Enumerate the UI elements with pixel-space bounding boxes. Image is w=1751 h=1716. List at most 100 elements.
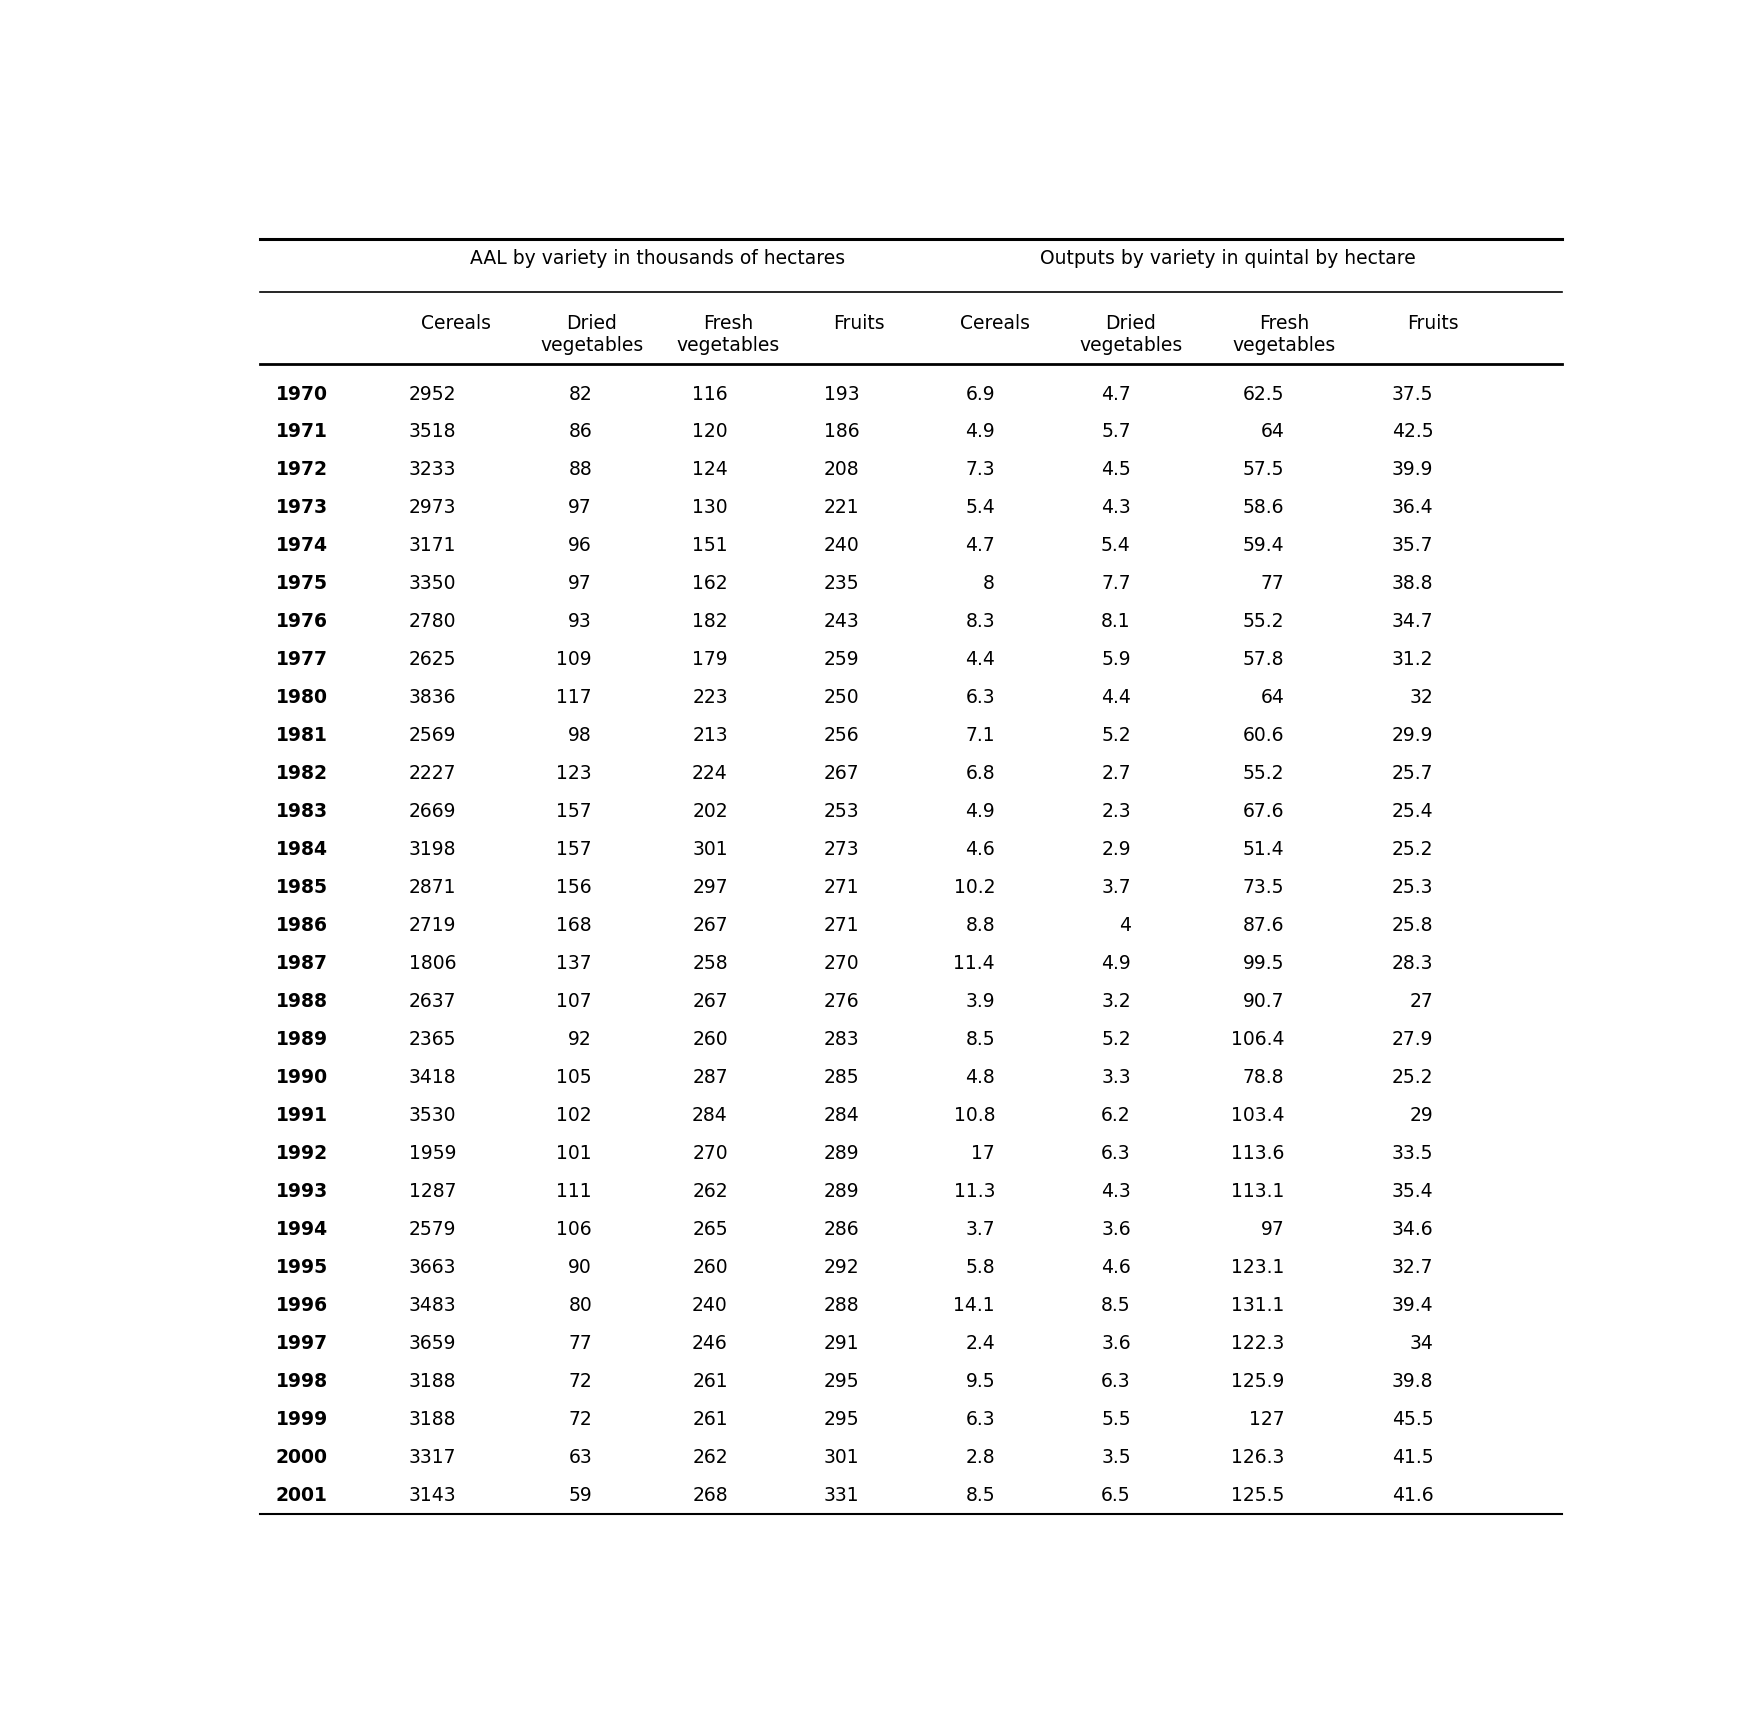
Text: 3.6: 3.6 — [1101, 1333, 1131, 1352]
Text: 109: 109 — [557, 650, 592, 669]
Text: 1999: 1999 — [277, 1409, 327, 1429]
Text: 3.6: 3.6 — [1101, 1220, 1131, 1239]
Text: 1987: 1987 — [277, 954, 327, 973]
Text: 1959: 1959 — [408, 1145, 457, 1163]
Text: 10.2: 10.2 — [954, 879, 995, 897]
Text: 297: 297 — [692, 879, 728, 897]
Text: 62.5: 62.5 — [1243, 384, 1283, 403]
Text: 64: 64 — [1261, 688, 1283, 707]
Text: 3.2: 3.2 — [1101, 992, 1131, 1011]
Text: 5.7: 5.7 — [1101, 422, 1131, 441]
Text: 3.7: 3.7 — [965, 1220, 995, 1239]
Text: 77: 77 — [1261, 575, 1283, 594]
Text: 55.2: 55.2 — [1243, 613, 1283, 631]
Text: 9.5: 9.5 — [965, 1371, 995, 1390]
Text: 55.2: 55.2 — [1243, 764, 1283, 782]
Text: 124: 124 — [692, 460, 728, 479]
Text: 87.6: 87.6 — [1243, 916, 1283, 935]
Text: 271: 271 — [823, 916, 860, 935]
Text: 1974: 1974 — [277, 537, 327, 556]
Text: 125.5: 125.5 — [1231, 1486, 1283, 1505]
Text: 289: 289 — [823, 1182, 860, 1201]
Text: 88: 88 — [569, 460, 592, 479]
Text: 262: 262 — [692, 1448, 728, 1467]
Text: 258: 258 — [692, 954, 728, 973]
Text: 2719: 2719 — [408, 916, 457, 935]
Text: 1973: 1973 — [277, 498, 327, 518]
Text: 202: 202 — [692, 801, 728, 822]
Text: 3836: 3836 — [408, 688, 457, 707]
Text: 3.3: 3.3 — [1101, 1067, 1131, 1086]
Text: 41.6: 41.6 — [1392, 1486, 1434, 1505]
Text: 3659: 3659 — [408, 1333, 457, 1352]
Text: 39.8: 39.8 — [1392, 1371, 1434, 1390]
Text: 168: 168 — [557, 916, 592, 935]
Text: 2000: 2000 — [277, 1448, 327, 1467]
Text: 1992: 1992 — [277, 1145, 327, 1163]
Text: 3.7: 3.7 — [1101, 879, 1131, 897]
Text: 6.2: 6.2 — [1101, 1105, 1131, 1126]
Text: 3233: 3233 — [408, 460, 457, 479]
Text: 57.5: 57.5 — [1243, 460, 1283, 479]
Text: 4.9: 4.9 — [965, 801, 995, 822]
Text: 267: 267 — [692, 992, 728, 1011]
Text: 4.8: 4.8 — [965, 1067, 995, 1086]
Text: 1971: 1971 — [277, 422, 327, 441]
Text: 4.7: 4.7 — [1101, 384, 1131, 403]
Text: 3483: 3483 — [408, 1296, 457, 1314]
Text: 7.7: 7.7 — [1101, 575, 1131, 594]
Text: 6.5: 6.5 — [1101, 1486, 1131, 1505]
Text: 288: 288 — [823, 1296, 860, 1314]
Text: 4.9: 4.9 — [965, 422, 995, 441]
Text: 25.7: 25.7 — [1392, 764, 1434, 782]
Text: 78.8: 78.8 — [1243, 1067, 1283, 1086]
Text: 38.8: 38.8 — [1392, 575, 1434, 594]
Text: 34.7: 34.7 — [1392, 613, 1434, 631]
Text: 99.5: 99.5 — [1243, 954, 1283, 973]
Text: 80: 80 — [569, 1296, 592, 1314]
Text: 260: 260 — [692, 1030, 728, 1048]
Text: 107: 107 — [557, 992, 592, 1011]
Text: 2569: 2569 — [408, 726, 457, 745]
Text: 259: 259 — [823, 650, 860, 669]
Text: 106.4: 106.4 — [1231, 1030, 1283, 1048]
Text: 2780: 2780 — [408, 613, 457, 631]
Text: 33.5: 33.5 — [1392, 1145, 1434, 1163]
Text: 1984: 1984 — [277, 841, 327, 860]
Text: 1997: 1997 — [277, 1333, 327, 1352]
Text: 67.6: 67.6 — [1243, 801, 1283, 822]
Text: 90: 90 — [569, 1258, 592, 1277]
Text: Fresh
vegetables: Fresh vegetables — [676, 314, 779, 355]
Text: 3171: 3171 — [408, 537, 457, 556]
Text: Dried
vegetables: Dried vegetables — [1079, 314, 1182, 355]
Text: 3317: 3317 — [408, 1448, 457, 1467]
Text: 2.4: 2.4 — [965, 1333, 995, 1352]
Text: 2.7: 2.7 — [1101, 764, 1131, 782]
Text: 127: 127 — [1248, 1409, 1283, 1429]
Text: 1806: 1806 — [408, 954, 457, 973]
Text: 3663: 3663 — [408, 1258, 457, 1277]
Text: 14.1: 14.1 — [954, 1296, 995, 1314]
Text: 2625: 2625 — [408, 650, 457, 669]
Text: 208: 208 — [823, 460, 860, 479]
Text: 8.3: 8.3 — [965, 613, 995, 631]
Text: 262: 262 — [692, 1182, 728, 1201]
Text: 92: 92 — [569, 1030, 592, 1048]
Text: 1977: 1977 — [277, 650, 327, 669]
Text: 1989: 1989 — [277, 1030, 327, 1048]
Text: 106: 106 — [557, 1220, 592, 1239]
Text: 3350: 3350 — [408, 575, 457, 594]
Text: 96: 96 — [569, 537, 592, 556]
Text: 72: 72 — [569, 1409, 592, 1429]
Text: 4.6: 4.6 — [965, 841, 995, 860]
Text: 1990: 1990 — [277, 1067, 327, 1086]
Text: 60.6: 60.6 — [1243, 726, 1283, 745]
Text: 6.3: 6.3 — [965, 1409, 995, 1429]
Text: 1972: 1972 — [277, 460, 327, 479]
Text: Cereals: Cereals — [422, 314, 492, 333]
Text: 3.5: 3.5 — [1101, 1448, 1131, 1467]
Text: 179: 179 — [692, 650, 728, 669]
Text: 213: 213 — [692, 726, 728, 745]
Text: 268: 268 — [692, 1486, 728, 1505]
Text: 113.6: 113.6 — [1231, 1145, 1283, 1163]
